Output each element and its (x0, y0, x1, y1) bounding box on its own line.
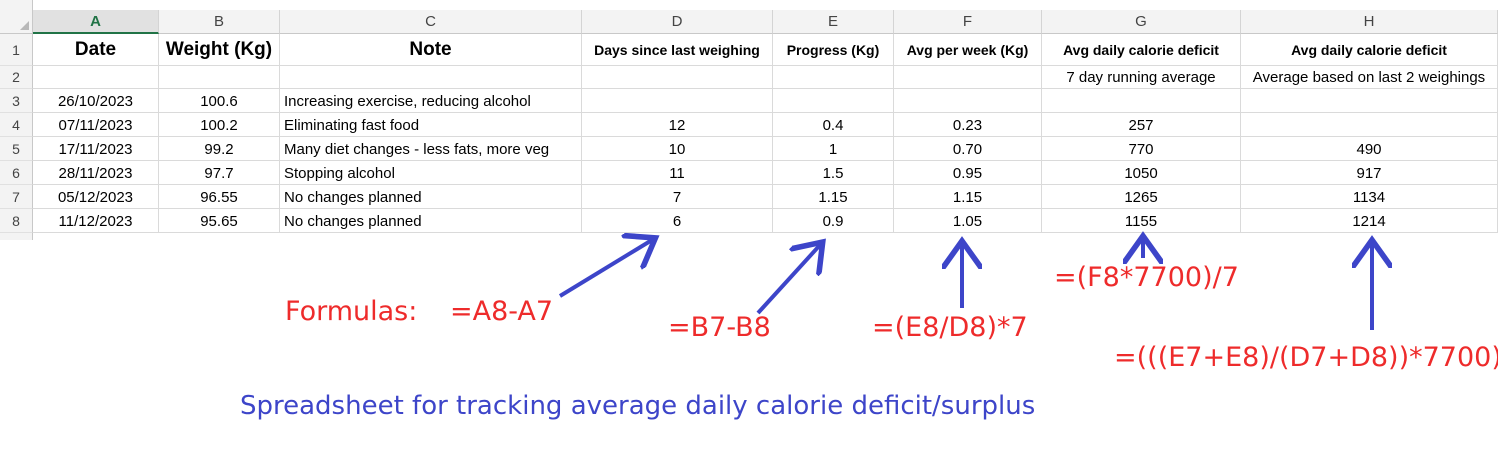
cell-a7[interactable]: 05/12/2023 (33, 185, 159, 209)
column-header-b[interactable]: B (159, 10, 280, 34)
cell-a4[interactable]: 07/11/2023 (33, 113, 159, 137)
formula-h: =(((E7+E8)/(D7+D8))*7700) (1114, 342, 1498, 373)
cell-e1[interactable]: Progress (Kg) (773, 34, 894, 66)
cell-b8[interactable]: 95.65 (159, 209, 280, 233)
cell-g4[interactable]: 257 (1042, 113, 1241, 137)
cell-c5[interactable]: Many diet changes - less fats, more veg (280, 137, 582, 161)
cell-b6[interactable]: 97.7 (159, 161, 280, 185)
cell-f3[interactable] (894, 89, 1042, 113)
cell-a8[interactable]: 11/12/2023 (33, 209, 159, 233)
cell-e6[interactable]: 1.5 (773, 161, 894, 185)
cell-c7[interactable]: No changes planned (280, 185, 582, 209)
cell-b5[interactable]: 99.2 (159, 137, 280, 161)
row-header-3[interactable]: 3 (0, 89, 33, 113)
cell-c6[interactable]: Stopping alcohol (280, 161, 582, 185)
cell-c8[interactable]: No changes planned (280, 209, 582, 233)
cell-g3[interactable] (1042, 89, 1241, 113)
row-header-6[interactable]: 6 (0, 161, 33, 185)
spreadsheet-grid: A B C D E F G H 1 2 3 4 5 6 7 8 Date Wei… (0, 0, 1498, 240)
cell-f7[interactable]: 1.15 (894, 185, 1042, 209)
formula-f: =(E8/D8)*7 (872, 312, 1028, 343)
cell-e3[interactable] (773, 89, 894, 113)
column-header-g[interactable]: G (1042, 10, 1241, 34)
cell-d5[interactable]: 10 (582, 137, 773, 161)
cell-e4[interactable]: 0.4 (773, 113, 894, 137)
arrow-to-e8 (756, 245, 820, 315)
cell-a5[interactable]: 17/11/2023 (33, 137, 159, 161)
cell-c2[interactable] (280, 66, 582, 89)
cell-g7[interactable]: 1265 (1042, 185, 1241, 209)
cell-c3[interactable]: Increasing exercise, reducing alcohol (280, 89, 582, 113)
cell-b4[interactable]: 100.2 (159, 113, 280, 137)
cell-e2[interactable] (773, 66, 894, 89)
cell-d1[interactable]: Days since last weighing (582, 34, 773, 66)
column-header-h[interactable]: H (1241, 10, 1498, 34)
cell-d7[interactable]: 7 (582, 185, 773, 209)
formula-e: =B7-B8 (668, 312, 771, 343)
cell-f6[interactable]: 0.95 (894, 161, 1042, 185)
cell-f1[interactable]: Avg per week (Kg) (894, 34, 1042, 66)
cell-b3[interactable]: 100.6 (159, 89, 280, 113)
cell-b2[interactable] (159, 66, 280, 89)
cell-f5[interactable]: 0.70 (894, 137, 1042, 161)
cell-d3[interactable] (582, 89, 773, 113)
cell-c1[interactable]: Note (280, 34, 582, 66)
caption: Spreadsheet for tracking average daily c… (240, 391, 1036, 421)
row-header-4[interactable]: 4 (0, 113, 33, 137)
cell-a3[interactable]: 26/10/2023 (33, 89, 159, 113)
row-header-7[interactable]: 7 (0, 185, 33, 209)
cell-a2[interactable] (33, 66, 159, 89)
row-header-5[interactable]: 5 (0, 137, 33, 161)
column-header-c[interactable]: C (280, 10, 582, 34)
cell-e5[interactable]: 1 (773, 137, 894, 161)
cell-g6[interactable]: 1050 (1042, 161, 1241, 185)
cell-g2[interactable]: 7 day running average (1042, 66, 1241, 89)
cell-d6[interactable]: 11 (582, 161, 773, 185)
column-header-a[interactable]: A (33, 10, 159, 34)
cell-f8[interactable]: 1.05 (894, 209, 1042, 233)
cell-g1[interactable]: Avg daily calorie deficit (1042, 34, 1241, 66)
cell-c4[interactable]: Eliminating fast food (280, 113, 582, 137)
cell-g5[interactable]: 770 (1042, 137, 1241, 161)
cell-d8[interactable]: 6 (582, 209, 773, 233)
row-header-8[interactable]: 8 (0, 209, 33, 233)
formula-g: =(F8*7700)/7 (1054, 262, 1239, 293)
row-header-1[interactable]: 1 (0, 34, 33, 66)
row-header-2[interactable]: 2 (0, 66, 33, 89)
row-header-9 (0, 233, 33, 240)
column-header-f[interactable]: F (894, 10, 1042, 34)
cell-f2[interactable] (894, 66, 1042, 89)
cell-a1[interactable]: Date (33, 34, 159, 66)
column-header-e[interactable]: E (773, 10, 894, 34)
cell-a6[interactable]: 28/11/2023 (33, 161, 159, 185)
cell-d2[interactable] (582, 66, 773, 89)
cell-b1[interactable]: Weight (Kg) (159, 34, 280, 66)
cell-e8[interactable]: 0.9 (773, 209, 894, 233)
column-header-d[interactable]: D (582, 10, 773, 34)
formulas-label: Formulas: (285, 296, 418, 327)
cell-d4[interactable]: 12 (582, 113, 773, 137)
cell-f4[interactable]: 0.23 (894, 113, 1042, 137)
formula-d: =A8-A7 (450, 296, 554, 327)
select-all-corner[interactable] (0, 0, 33, 34)
cell-e7[interactable]: 1.15 (773, 185, 894, 209)
arrow-to-d8 (558, 240, 652, 298)
cell-b7[interactable]: 96.55 (159, 185, 280, 209)
